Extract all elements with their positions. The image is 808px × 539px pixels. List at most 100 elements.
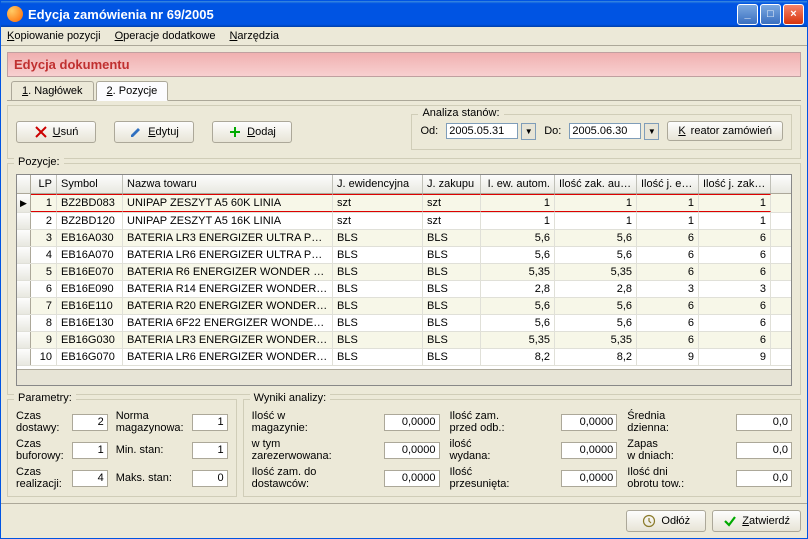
odloz-button[interactable]: Odłóż bbox=[626, 510, 706, 532]
cell: 6 bbox=[699, 315, 771, 331]
ilosc-zam-dost-label: Ilość zam. do dostawców: bbox=[252, 466, 374, 490]
tab-pozycje[interactable]: 2. Pozycje bbox=[96, 81, 169, 101]
close-button[interactable]: × bbox=[783, 4, 804, 25]
cell: BLS bbox=[333, 349, 423, 365]
maximize-button[interactable]: □ bbox=[760, 4, 781, 25]
cell: 6 bbox=[637, 332, 699, 348]
cell: 1 bbox=[481, 213, 555, 229]
table-row[interactable]: 6EB16E090BATERIA R14 ENERGIZER WONDER UL… bbox=[17, 281, 791, 298]
window: Edycja zamówienia nr 69/2005 _ □ × Kopio… bbox=[0, 0, 808, 539]
srednia-label: Średnia dzienna: bbox=[627, 410, 726, 434]
cell: szt bbox=[423, 213, 481, 229]
col-iza[interactable]: Ilość zak. autom. bbox=[555, 175, 637, 193]
cell: 5,35 bbox=[481, 264, 555, 280]
col-ijz[interactable]: Ilość j. zakupu bbox=[699, 175, 771, 193]
tabs: 1. Nagłówek 2. Pozycje bbox=[7, 81, 801, 101]
col-iea[interactable]: I. ew. autom. bbox=[481, 175, 555, 193]
cell: 2 bbox=[31, 213, 57, 229]
czas-real-label: Czas realizacji: bbox=[16, 466, 64, 490]
od-date-input[interactable] bbox=[446, 123, 518, 139]
ilosc-mag-value: 0,0000 bbox=[384, 414, 440, 431]
menu-operacje[interactable]: Operacje dodatkowe bbox=[115, 30, 216, 42]
edit-icon bbox=[129, 125, 143, 139]
horizontal-scrollbar[interactable] bbox=[17, 369, 791, 385]
cell: BLS bbox=[423, 281, 481, 297]
cell: 5,6 bbox=[481, 230, 555, 246]
delete-icon bbox=[34, 125, 48, 139]
maks-stan-label: Maks. stan: bbox=[116, 472, 184, 484]
table-row[interactable]: ▶1BZ2BD083UNIPAP ZESZYT A5 60K LINIAszts… bbox=[17, 194, 791, 213]
grid-legend: Pozycje: bbox=[14, 156, 64, 168]
col-jz[interactable]: J. zakupu bbox=[423, 175, 481, 193]
wtym-value: 0,0000 bbox=[384, 442, 440, 459]
cell: 8,2 bbox=[481, 349, 555, 365]
edytuj-button[interactable]: Edytuj bbox=[114, 121, 194, 143]
odloz-label: Odłóż bbox=[661, 515, 690, 527]
col-lp[interactable]: LP bbox=[31, 175, 57, 193]
window-title: Edycja zamówienia nr 69/2005 bbox=[28, 7, 737, 22]
rowptr-header bbox=[17, 175, 31, 193]
ilosc-zam-dost-value: 0,0000 bbox=[384, 470, 440, 487]
cell: BLS bbox=[333, 332, 423, 348]
cell: EB16E130 bbox=[57, 315, 123, 331]
tab-naglowek[interactable]: 1. Nagłówek bbox=[11, 81, 94, 100]
cell: 3 bbox=[699, 281, 771, 297]
table-row[interactable]: 5EB16E070BATERIA R6 ENERGIZER WONDER ULT… bbox=[17, 264, 791, 281]
col-jew[interactable]: J. ewidencyjna bbox=[333, 175, 423, 193]
cell: 1 bbox=[637, 194, 699, 212]
cell: EB16A070 bbox=[57, 247, 123, 263]
ilosc-wyd-value: 0,0000 bbox=[561, 442, 617, 459]
czas-buf-value: 1 bbox=[72, 442, 108, 459]
od-date-dropdown[interactable]: ▼ bbox=[521, 123, 536, 140]
titlebar: Edycja zamówienia nr 69/2005 _ □ × bbox=[1, 1, 807, 27]
cell: 1 bbox=[555, 194, 637, 212]
zatwierdz-button[interactable]: Zatwierdź bbox=[712, 510, 801, 532]
table-row[interactable]: 9EB16G030BATERIA LR3 ENERGIZER WONDER GO… bbox=[17, 332, 791, 349]
table-row[interactable]: 4EB16A070BATERIA LR6 ENERGIZER ULTRA PLU… bbox=[17, 247, 791, 264]
dodaj-button[interactable]: Dodaj bbox=[212, 121, 292, 143]
cell: EB16G070 bbox=[57, 349, 123, 365]
client-area: Edycja dokumentu 1. Nagłówek 2. Pozycje … bbox=[1, 46, 807, 503]
norma-label: Norma magazynowa: bbox=[116, 410, 184, 434]
table-row[interactable]: 2BZ2BD120UNIPAP ZESZYT A5 16K LINIAsztsz… bbox=[17, 213, 791, 230]
menu-kopiowanie[interactable]: Kopiowanie pozycji bbox=[7, 30, 101, 42]
czas-buf-label: Czas buforowy: bbox=[16, 438, 64, 462]
cell: 9 bbox=[699, 349, 771, 365]
minimize-button[interactable]: _ bbox=[737, 4, 758, 25]
window-buttons: _ □ × bbox=[737, 4, 804, 25]
col-nazwa[interactable]: Nazwa towaru bbox=[123, 175, 333, 193]
cell: 5,6 bbox=[481, 298, 555, 314]
add-icon bbox=[228, 125, 242, 139]
cell: 6 bbox=[31, 281, 57, 297]
table-row[interactable]: 8EB16E130BATERIA 6F22 ENERGIZER WONDER U… bbox=[17, 315, 791, 332]
cell: EB16A030 bbox=[57, 230, 123, 246]
col-symbol[interactable]: Symbol bbox=[57, 175, 123, 193]
cell: EB16G030 bbox=[57, 332, 123, 348]
col-ije[interactable]: Ilość j. ewid. bbox=[637, 175, 699, 193]
cell: BLS bbox=[423, 264, 481, 280]
row-pointer bbox=[17, 349, 31, 365]
cell: 10 bbox=[31, 349, 57, 365]
grid-body: ▶1BZ2BD083UNIPAP ZESZYT A5 60K LINIAszts… bbox=[17, 194, 791, 369]
do-date-dropdown[interactable]: ▼ bbox=[644, 123, 659, 140]
table-row[interactable]: 3EB16A030BATERIA LR3 ENERGIZER ULTRA PLU… bbox=[17, 230, 791, 247]
ilosc-dni-value: 0,0 bbox=[736, 470, 792, 487]
table-row[interactable]: 10EB16G070BATERIA LR6 ENERGIZER WONDER G… bbox=[17, 349, 791, 366]
cell: 1 bbox=[699, 213, 771, 229]
cell: 5 bbox=[31, 264, 57, 280]
row-pointer bbox=[17, 213, 31, 229]
usun-button[interactable]: Usuń bbox=[16, 121, 96, 143]
table-row[interactable]: 7EB16E110BATERIA R20 ENERGIZER WONDER UL… bbox=[17, 298, 791, 315]
menu-narzedzia[interactable]: Narzędzia bbox=[229, 30, 279, 42]
cell: 9 bbox=[31, 332, 57, 348]
cell: 5,35 bbox=[555, 332, 637, 348]
cell: 6 bbox=[637, 247, 699, 263]
do-date-input[interactable] bbox=[569, 123, 641, 139]
kreator-button[interactable]: Kreator zamówień bbox=[667, 121, 783, 141]
ilosc-zam-przed-value: 0,0000 bbox=[561, 414, 617, 431]
cell: 5,35 bbox=[555, 264, 637, 280]
data-grid[interactable]: LP Symbol Nazwa towaru J. ewidencyjna J.… bbox=[16, 174, 792, 386]
row-pointer bbox=[17, 264, 31, 280]
cell: BATERIA LR6 ENERGIZER WONDER GO... bbox=[123, 349, 333, 365]
footer: Odłóż Zatwierdź bbox=[1, 503, 807, 538]
